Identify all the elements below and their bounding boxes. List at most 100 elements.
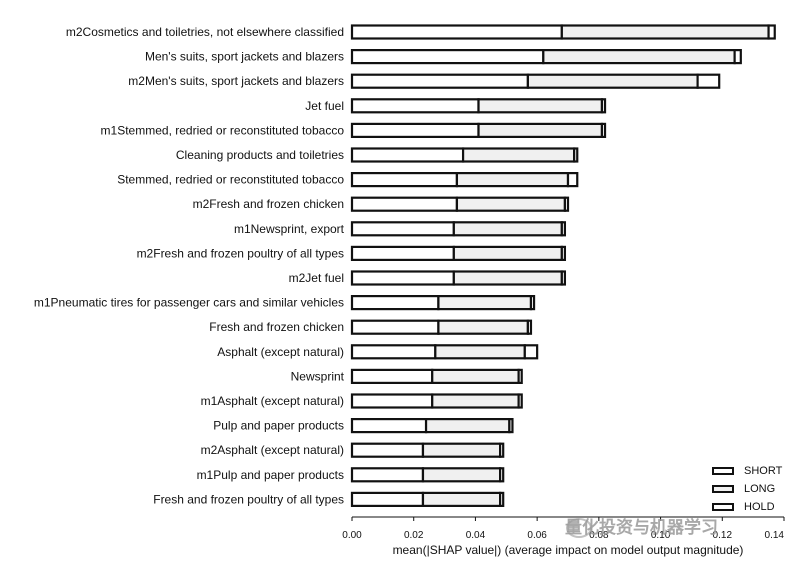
bar-short (350, 467, 425, 483)
category-labels: m2Cosmetics and toiletries, not elsewher… (34, 25, 345, 506)
bar-short (350, 147, 465, 163)
bar-long (477, 122, 604, 139)
legend-item-short: SHORT (712, 462, 782, 480)
category-label: m1Stemmed, redried or reconstituted toba… (101, 123, 345, 137)
bar-hold (523, 344, 539, 360)
legend-item-long: LONG (712, 480, 782, 498)
bar-hold (560, 221, 567, 237)
bar-hold (573, 147, 579, 163)
legend-label-hold: HOLD (744, 501, 775, 513)
bar-hold (526, 319, 533, 335)
bar-hold (733, 48, 742, 65)
category-label: m2Jet fuel (289, 271, 344, 285)
category-label: Men's suits, sport jackets and blazers (145, 50, 344, 64)
bar-short (350, 418, 428, 434)
bar-long (560, 24, 770, 40)
bar-short (350, 98, 480, 114)
bar-hold (566, 172, 579, 188)
category-label: Stemmed, redried or reconstituted tobacc… (117, 173, 344, 187)
bar-long (421, 491, 502, 507)
category-label: Fresh and frozen chicken (209, 320, 344, 334)
x-tick-label: 0.04 (466, 530, 486, 541)
category-label: m1Pneumatic tires for passenger cars and… (34, 296, 344, 310)
bar-long (437, 319, 529, 335)
bar-long (452, 270, 563, 286)
bar-hold (517, 393, 523, 409)
bar-hold (499, 442, 505, 458)
bar-long (455, 172, 570, 188)
x-tick-label: 0.14 (765, 530, 785, 541)
bar-short (350, 344, 437, 360)
legend-swatch-long (712, 485, 734, 493)
bar-short (350, 270, 455, 286)
legend-label-long: LONG (744, 483, 776, 495)
bar-short (350, 295, 440, 311)
bar-hold (560, 270, 567, 286)
bar-hold (696, 73, 721, 89)
bar-short (350, 24, 563, 40)
bar-long (526, 73, 699, 89)
bar-short (350, 73, 529, 89)
bar-long (431, 368, 520, 384)
bar-short (350, 319, 440, 335)
bar-short (350, 393, 434, 409)
bar-long (455, 196, 567, 212)
bar-hold (529, 295, 536, 311)
category-label: m1Asphalt (except natural) (201, 394, 344, 408)
bar-short (350, 221, 455, 237)
bar-short (350, 48, 545, 65)
bar-short (350, 245, 455, 261)
category-label: Fresh and frozen poultry of all types (153, 492, 344, 506)
bar-hold (600, 122, 607, 139)
bar-hold (600, 98, 607, 114)
category-label: m2Fresh and frozen poultry of all types (137, 246, 344, 260)
bar-short (350, 172, 459, 188)
bar-long (452, 245, 563, 261)
legend-swatch-short (712, 467, 734, 475)
category-label: m1Newsprint, export (234, 222, 345, 236)
category-label: Asphalt (except natural) (217, 345, 344, 359)
category-label: m1Pulp and paper products (197, 468, 344, 482)
legend-swatch-hold (712, 503, 734, 511)
bar-short (350, 368, 434, 384)
x-tick-label: 0.06 (527, 530, 547, 541)
bar-long (542, 48, 736, 65)
bar-hold (499, 467, 505, 483)
bar-long (421, 442, 502, 458)
bars-layer (350, 24, 776, 507)
category-label: Jet fuel (305, 99, 344, 113)
legend-label-short: SHORT (744, 465, 783, 477)
x-tick-label: 0.12 (713, 530, 733, 541)
x-tick-label: 0.02 (404, 530, 424, 541)
bar-long (452, 221, 563, 237)
bar-hold (563, 196, 570, 212)
bar-long (421, 467, 502, 483)
x-tick-label: 0.10 (651, 530, 671, 541)
x-axis-label: mean(|SHAP value|) (average impact on mo… (393, 543, 744, 557)
legend-item-hold: HOLD (712, 498, 782, 516)
wechat-logo-icon (566, 518, 592, 538)
x-tick-label: 0.00 (342, 530, 362, 541)
bar-hold (499, 491, 505, 507)
bar-hold (508, 418, 514, 434)
category-label: Pulp and paper products (213, 419, 344, 433)
bar-hold (767, 24, 776, 40)
bar-short (350, 196, 459, 212)
bar-hold (517, 368, 523, 384)
category-label: m2Cosmetics and toiletries, not elsewher… (66, 25, 344, 39)
bar-long (434, 344, 526, 360)
bar-long (477, 98, 604, 114)
bar-long (431, 393, 520, 409)
category-label: Cleaning products and toiletries (176, 148, 344, 162)
category-label: m2Men's suits, sport jackets and blazers (128, 74, 344, 88)
bar-short (350, 491, 425, 507)
category-label: Newsprint (291, 369, 345, 383)
watermark: 量化投资与机器学习 (565, 518, 718, 537)
legend: SHORT LONG HOLD (712, 462, 782, 516)
category-label: m2Asphalt (except natural) (201, 443, 344, 457)
bar-long (461, 147, 576, 163)
x-axis-ticks: 0.00 0.02 0.04 0.06 0.08 0.10 0.12 0.14 (342, 517, 785, 541)
bar-short (350, 122, 480, 139)
category-label: m2Fresh and frozen chicken (193, 197, 344, 211)
